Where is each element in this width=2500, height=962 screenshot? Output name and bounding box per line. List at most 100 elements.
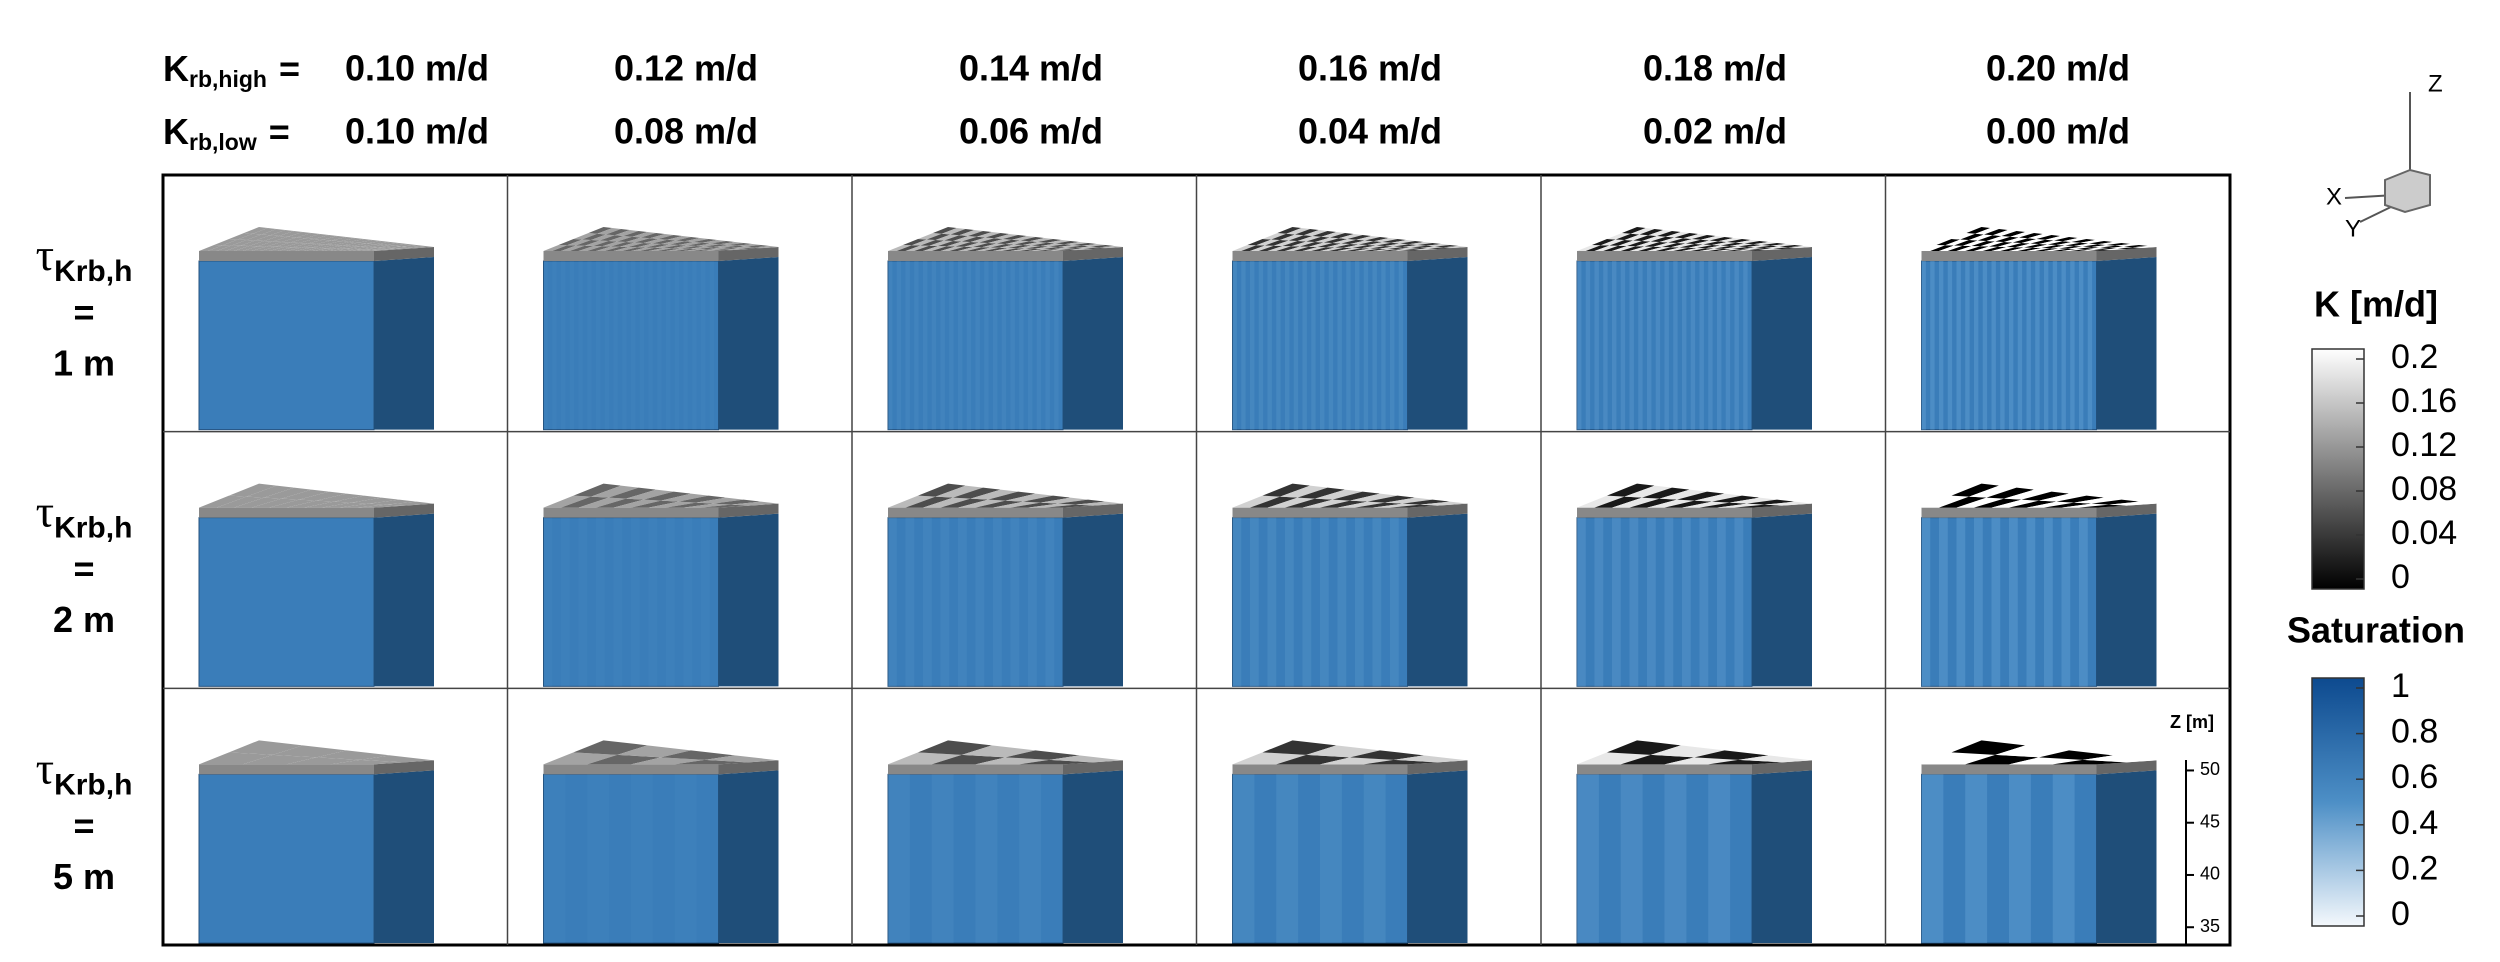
block-stripe <box>1302 517 1312 687</box>
checker-cell <box>1984 229 2008 236</box>
block-stripe <box>2026 261 2031 430</box>
checker-cell <box>1995 236 2019 242</box>
checker-cell <box>687 242 711 246</box>
checker-cell <box>2132 246 2157 248</box>
block-stripe <box>1965 774 1988 943</box>
checker-cell <box>1347 235 1372 240</box>
block-front <box>887 773 1064 944</box>
block-stripe <box>1638 261 1643 430</box>
checker-cell <box>678 242 703 246</box>
checker-cell <box>707 247 731 250</box>
checker-cell <box>1951 740 2026 755</box>
checker-cell <box>1045 504 1093 508</box>
checker-cell <box>955 242 980 247</box>
checker-cell <box>1256 239 1280 246</box>
block-stripe <box>888 261 893 430</box>
block-side <box>1407 257 1468 430</box>
checker-cell <box>984 247 1008 251</box>
checker-cell <box>593 241 618 247</box>
checker-cell <box>1010 248 1035 251</box>
checker-cell <box>716 248 740 250</box>
checker-cell <box>2010 232 2034 238</box>
z-tick-label: 40 <box>2200 864 2220 884</box>
checker-cell <box>369 245 393 248</box>
checker-cell <box>608 236 633 242</box>
block-stripe <box>1939 261 1944 430</box>
checker-cell <box>1038 239 1062 243</box>
checker-cell <box>628 243 653 248</box>
block-stripe <box>896 261 902 430</box>
block-stripe <box>914 261 919 430</box>
block-stripe <box>561 261 566 430</box>
checker-cell <box>701 504 749 508</box>
block-stripe <box>1577 774 1599 943</box>
block-side <box>374 513 434 687</box>
checker-cell <box>299 491 347 501</box>
checker-cell <box>1738 244 1762 247</box>
slab-edge <box>1921 251 2097 261</box>
block-stripe <box>1974 517 1983 687</box>
checker-cell <box>981 243 1006 248</box>
checker-cell <box>1297 487 1345 499</box>
checker-cell <box>1396 247 1420 250</box>
checker-cell <box>973 243 997 248</box>
block-stripe <box>622 261 627 430</box>
k-low-value: 0.02 m/d <box>1643 111 1787 152</box>
block-stripe <box>1673 261 1678 430</box>
block-stripe <box>1939 517 1948 687</box>
checker-cell <box>257 241 282 247</box>
checker-cell <box>301 244 326 248</box>
block-front <box>887 260 1064 431</box>
checker-cell <box>2047 241 2072 245</box>
checker-cell <box>1734 249 1759 251</box>
checker-cell <box>1402 245 1427 248</box>
checker-cell <box>327 245 352 249</box>
colorbar-tick-label: 0.12 <box>2391 426 2457 464</box>
block-front <box>1576 773 1753 944</box>
checker-cell <box>724 248 749 250</box>
block-stripe <box>1010 261 1015 430</box>
block-stripe <box>984 261 989 430</box>
block-stripe <box>1293 261 1299 430</box>
checker-cell <box>1673 247 1697 251</box>
checker-cell <box>990 244 1015 248</box>
block-stripe <box>958 261 963 430</box>
checker-cell <box>1372 503 1420 508</box>
checker-cell <box>970 237 995 243</box>
checker-cell <box>684 238 709 242</box>
checker-cell <box>2100 245 2124 248</box>
checker-cell <box>591 485 639 498</box>
checker-cell <box>1982 246 2007 251</box>
checker-cell <box>576 240 600 246</box>
block-side <box>718 513 779 687</box>
block-stripe <box>1930 261 1935 430</box>
checker-cell <box>617 745 691 758</box>
checker-cell <box>637 243 661 248</box>
checker-cell <box>953 236 977 242</box>
checker-cell <box>1936 239 1961 246</box>
checker-cell <box>561 496 609 508</box>
block-stripe <box>975 517 985 687</box>
checker-cell <box>2087 249 2112 251</box>
checker-cell <box>2052 248 2077 251</box>
subscript: rb,high <box>189 66 267 92</box>
block-stripe <box>940 261 945 430</box>
checker-cell <box>1247 239 1272 246</box>
checker-cell <box>931 246 956 251</box>
checker-cell <box>334 495 382 503</box>
checker-cell <box>2056 242 2081 246</box>
checker-cell <box>696 497 744 504</box>
block-stripe <box>604 261 610 430</box>
block-stripe <box>2009 261 2014 430</box>
block-stripe <box>2009 517 2018 687</box>
checker-cell <box>2039 493 2087 502</box>
checker-cell <box>976 232 1001 238</box>
block-stripe <box>1028 261 1033 430</box>
checker-cell <box>1735 240 1760 244</box>
checker-cell <box>1271 233 1295 240</box>
checker-cell <box>578 497 626 508</box>
checker-cell <box>1624 485 1672 498</box>
checker-cell <box>1975 228 1999 235</box>
slab-edge <box>2096 760 2157 775</box>
block-stripe <box>1285 517 1294 687</box>
